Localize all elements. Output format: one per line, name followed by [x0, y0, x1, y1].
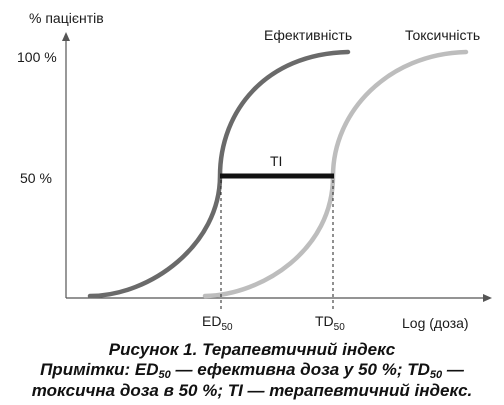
ti-label: TI [270, 153, 282, 169]
caption-td-sub: 50 [429, 369, 443, 381]
td50-label: TD50 [315, 313, 345, 333]
efficacy-curve-label: Ефективність [264, 27, 352, 43]
caption-td-desc: — [442, 360, 464, 379]
ed50-label-sub: 50 [221, 322, 233, 333]
y-axis-label: % пацієнтів [29, 10, 104, 26]
therapeutic-index-diagram: % пацієнтів 100 % 50 % Ефективність Токс… [17, 10, 492, 333]
toxicity-curve-label: Токсичність [405, 27, 480, 43]
ed50-label-main: ED [202, 313, 221, 329]
td50-label-sub: 50 [334, 322, 346, 333]
x-axis-label: Log (доза) [402, 315, 469, 331]
x-axis-arrow [483, 294, 492, 302]
tick-100-percent: 100 % [17, 49, 57, 65]
caption-note-prefix: Примітки: [40, 360, 135, 379]
caption-td-main: TD [407, 360, 430, 379]
td50-label-main: TD [315, 313, 334, 329]
tick-50-percent: 50 % [20, 170, 52, 186]
figure-caption-note-line1: Примітки: ED50 — ефективна доза у 50 %; … [0, 360, 504, 381]
caption-ed-main: ED [134, 360, 159, 379]
figure-caption-title: Рисунок 1. Терапевтичний індекс [108, 340, 396, 359]
caption-ed-sub: 50 [158, 369, 171, 381]
ed50-label: ED50 [202, 313, 233, 333]
caption-ed-desc: — ефективна доза у 50 %; [170, 360, 408, 379]
figure-caption-note-line2: токсична доза в 50 %; TI — терапевтичний… [31, 381, 473, 400]
y-axis-arrow [62, 32, 70, 41]
